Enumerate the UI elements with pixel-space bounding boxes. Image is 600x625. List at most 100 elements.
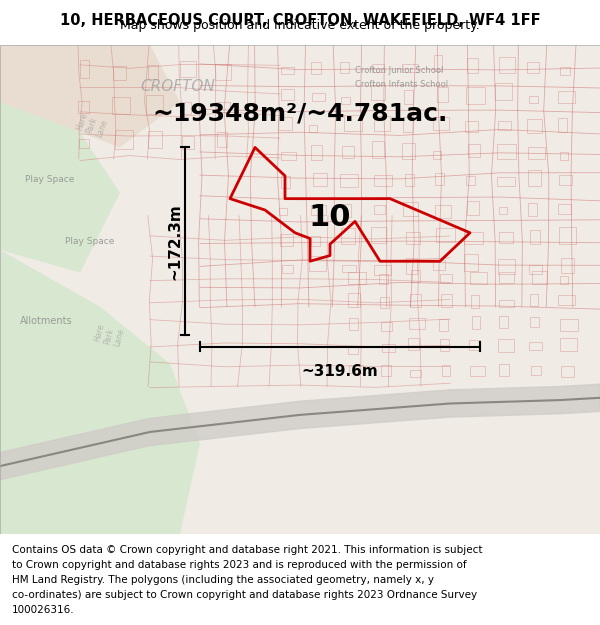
Bar [560, 152, 568, 160]
Bar [434, 54, 442, 71]
Bar [146, 95, 163, 114]
Bar [371, 228, 386, 243]
Bar [340, 62, 349, 72]
Bar [498, 339, 514, 352]
Bar [311, 62, 320, 74]
Bar [499, 57, 515, 73]
Bar [531, 366, 541, 375]
Bar [217, 102, 230, 112]
Bar [467, 58, 478, 73]
Bar [311, 145, 322, 160]
Bar [373, 141, 384, 158]
Bar [379, 274, 388, 284]
Bar [349, 365, 363, 373]
Bar [558, 91, 575, 103]
Bar [374, 206, 385, 214]
Bar [529, 202, 538, 216]
Bar [530, 230, 540, 244]
Bar [529, 341, 542, 351]
Bar [313, 173, 326, 186]
Bar [440, 294, 452, 307]
Bar [439, 319, 448, 331]
Bar [408, 338, 419, 350]
Bar [499, 301, 514, 308]
Bar [559, 227, 575, 244]
Bar [499, 232, 513, 243]
Bar [559, 175, 572, 185]
Bar [380, 298, 389, 308]
Bar [410, 371, 421, 377]
Bar [557, 119, 567, 132]
Bar [410, 294, 421, 307]
Bar [402, 64, 418, 72]
Bar [349, 318, 358, 331]
Bar [181, 61, 196, 78]
Bar [340, 174, 358, 187]
Bar [406, 258, 417, 274]
Bar [528, 171, 541, 186]
Bar [497, 144, 515, 159]
Text: 10: 10 [309, 204, 351, 232]
Bar [467, 201, 479, 215]
Bar [402, 142, 415, 159]
Bar [472, 316, 481, 329]
Bar [499, 207, 507, 214]
Bar [374, 116, 391, 131]
Bar [309, 256, 326, 271]
Bar [374, 174, 392, 186]
Bar [530, 294, 538, 306]
Bar [148, 65, 158, 79]
Bar [217, 132, 227, 148]
Text: Allotments: Allotments [20, 316, 73, 326]
Bar [470, 272, 487, 284]
Text: HM Land Registry. The polygons (including the associated geometry, namely x, y: HM Land Registry. The polygons (includin… [12, 575, 434, 585]
Text: ~319.6m: ~319.6m [302, 364, 379, 379]
Bar [372, 64, 384, 72]
Text: Hare
Park
Lane: Hare Park Lane [92, 322, 125, 348]
Text: ~172.3m: ~172.3m [167, 203, 182, 280]
Text: to Crown copyright and database rights 2023 and is reproduced with the permissio: to Crown copyright and database rights 2… [12, 560, 467, 570]
Bar [374, 265, 391, 275]
Bar [403, 202, 418, 216]
Bar [215, 64, 232, 80]
Text: Play Space: Play Space [65, 237, 115, 246]
Bar [560, 276, 568, 284]
Bar [499, 364, 509, 376]
Bar [281, 265, 293, 273]
Bar [281, 89, 294, 100]
Bar [412, 271, 420, 282]
Bar [278, 117, 292, 130]
Bar [115, 130, 133, 149]
Bar [469, 341, 481, 351]
Bar [404, 89, 413, 104]
Bar [464, 232, 482, 244]
Bar [433, 117, 449, 129]
Bar [470, 296, 479, 308]
Bar [560, 68, 569, 75]
Bar [560, 258, 574, 273]
Bar [499, 316, 508, 328]
Bar [409, 318, 425, 329]
Bar [281, 152, 296, 160]
Bar [341, 97, 350, 104]
Bar [279, 208, 287, 215]
Bar [464, 254, 478, 271]
Bar [344, 115, 362, 131]
Bar [557, 204, 571, 214]
Bar [529, 96, 538, 103]
Bar [341, 264, 356, 272]
Bar [311, 205, 326, 215]
Bar [381, 322, 392, 331]
Bar [349, 272, 366, 284]
Bar [112, 97, 130, 114]
Bar [382, 344, 395, 352]
Bar [341, 146, 354, 158]
Bar [560, 319, 578, 331]
Bar [470, 366, 485, 376]
Bar [433, 151, 442, 159]
Bar [80, 60, 89, 78]
Bar [466, 176, 475, 186]
Bar [529, 266, 542, 274]
Bar [497, 177, 515, 186]
Bar [371, 85, 385, 100]
